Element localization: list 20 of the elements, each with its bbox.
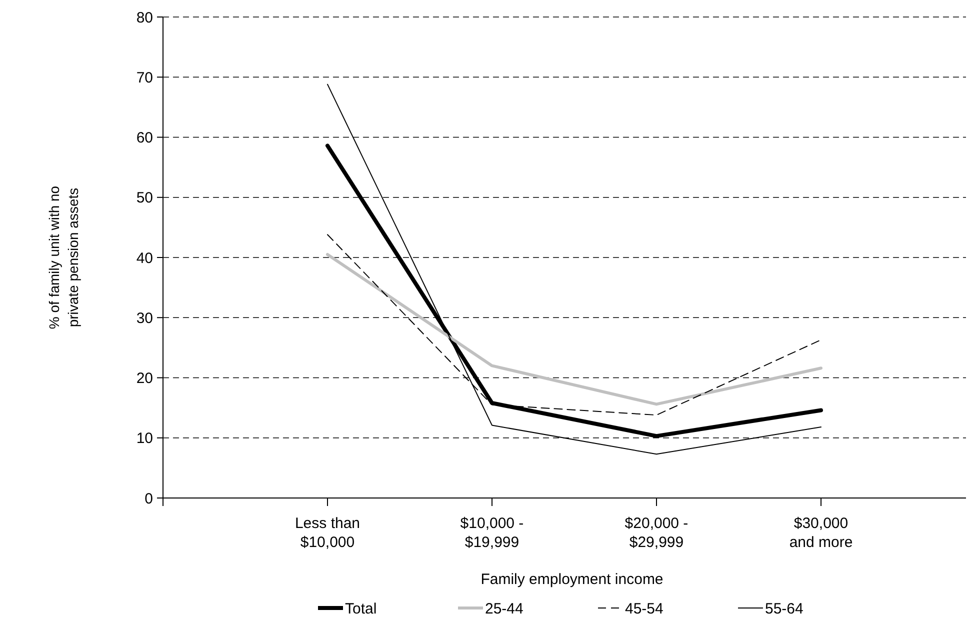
y-axis-title: % of family unit with no private pension assets xyxy=(46,186,81,330)
x-tick-label: $20,000 - $29,999 xyxy=(624,515,688,551)
y-tick-label: 60 xyxy=(136,130,153,146)
legend-label: 25-44 xyxy=(485,600,524,618)
legend-label: 55-64 xyxy=(765,600,804,618)
y-tick-label: 30 xyxy=(136,310,153,327)
legend-label: Total xyxy=(345,600,377,618)
y-tick-label: 70 xyxy=(136,69,153,86)
x-tick-label: $10,000 - $19,999 xyxy=(460,515,524,551)
y-tick-label: 80 xyxy=(136,9,153,26)
y-tick-label: 0 xyxy=(144,490,153,508)
y-tick-label: 40 xyxy=(136,250,153,267)
line-series xyxy=(326,252,822,406)
y-tick-label: 20 xyxy=(136,370,153,387)
y-tick-label: 50 xyxy=(136,190,153,207)
x-tick-label: $30,000 and more xyxy=(789,515,853,551)
x-tick-label: Less than $10,000 xyxy=(294,515,360,551)
x-axis-title: Family employment income xyxy=(480,571,664,588)
y-tick-label: 10 xyxy=(136,430,153,448)
legend-label: 45-54 xyxy=(625,600,664,618)
